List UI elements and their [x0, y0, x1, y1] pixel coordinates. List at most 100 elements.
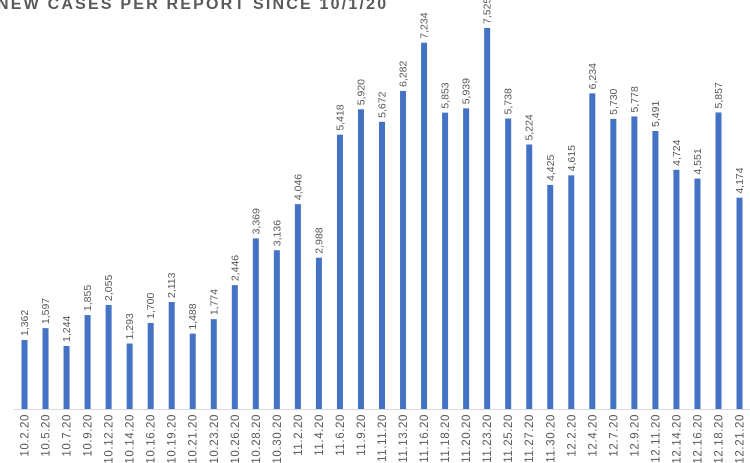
x-tick-label: 12.21.20 — [735, 414, 747, 463]
bar — [400, 90, 407, 409]
x-tick-label: 11.2.20 — [293, 414, 305, 456]
bar — [547, 184, 554, 409]
value-label: 1,774 — [208, 289, 220, 315]
x-tick-label: 12.9.20 — [629, 414, 641, 457]
x-tick-label: 11.13.20 — [398, 414, 410, 463]
bar — [84, 315, 91, 409]
value-label: 5,857 — [713, 82, 725, 108]
bar — [357, 109, 364, 409]
value-label: 4,425 — [545, 155, 557, 181]
x-tick-label: 10.21.20 — [188, 414, 200, 463]
bar — [589, 93, 596, 409]
value-label: 7,234 — [419, 12, 431, 38]
bar — [231, 285, 238, 409]
value-label: 2,988 — [313, 227, 325, 253]
value-label: 5,730 — [608, 88, 620, 114]
x-tick-label: 12.14.20 — [671, 414, 683, 463]
value-label: 6,234 — [587, 63, 599, 89]
x-tick-label: 11.20.20 — [461, 414, 473, 463]
x-tick-label: 11.25.20 — [503, 414, 515, 463]
bar — [715, 112, 722, 410]
x-tick-label: 12.4.20 — [587, 414, 599, 457]
x-tick-label: 11.4.20 — [314, 414, 326, 456]
x-tick-label: 10.16.20 — [146, 414, 158, 463]
value-label: 5,939 — [461, 78, 473, 104]
bar — [379, 121, 386, 409]
bar — [252, 238, 259, 409]
x-tick-label: 11.16.20 — [419, 414, 431, 463]
bar — [568, 175, 575, 409]
value-label: 1,244 — [61, 316, 73, 342]
x-tick-label: 10.14.20 — [125, 414, 137, 463]
value-label: 4,615 — [566, 145, 578, 171]
bar — [505, 118, 512, 410]
bar — [294, 204, 301, 409]
bar — [673, 169, 680, 409]
value-label: 5,920 — [355, 79, 367, 105]
value-label: 1,488 — [187, 303, 199, 329]
bar — [147, 322, 154, 409]
x-tick-label: 10.12.20 — [104, 414, 116, 463]
bar — [336, 134, 343, 409]
bar — [42, 328, 49, 409]
value-label: 5,672 — [377, 91, 389, 117]
value-label: 2,055 — [103, 275, 115, 301]
bar — [105, 304, 112, 409]
bar — [526, 144, 533, 410]
value-label: 7,525 — [482, 0, 494, 24]
value-label: 5,491 — [650, 101, 662, 127]
value-label: 6,282 — [398, 60, 410, 86]
x-tick-label: 10.2.20 — [20, 414, 32, 457]
bar — [421, 42, 428, 409]
bar — [315, 257, 322, 409]
x-tick-label: 10.23.20 — [209, 414, 221, 463]
x-tick-label: 11.9.20 — [356, 414, 368, 456]
x-tick-label: 10.5.20 — [41, 414, 53, 457]
x-tick-label: 12.2.20 — [566, 414, 578, 457]
x-tick-label: 11.11.20 — [377, 414, 389, 462]
bar — [273, 250, 280, 409]
value-label: 2,113 — [166, 272, 178, 298]
value-label: 4,724 — [671, 139, 683, 165]
bar — [168, 302, 175, 409]
value-label: 2,446 — [229, 255, 241, 281]
x-tick-label: 11.30.20 — [545, 414, 557, 463]
bar — [694, 178, 701, 409]
bar — [126, 343, 133, 409]
x-tick-label: 11.18.20 — [440, 414, 452, 463]
x-tick-label: 12.11.20 — [650, 414, 662, 463]
x-tick-label: 12.7.20 — [608, 414, 620, 457]
value-label: 3,136 — [271, 220, 283, 246]
value-label: 4,551 — [692, 148, 704, 174]
bar — [210, 319, 217, 409]
x-tick-label: 10.28.20 — [251, 414, 263, 463]
x-tick-label: 10.19.20 — [167, 414, 179, 463]
bar — [189, 333, 196, 409]
value-label: 1,362 — [19, 310, 31, 336]
value-label: 3,369 — [250, 208, 262, 234]
value-label: 5,738 — [503, 88, 515, 114]
x-tick-label: 12.16.20 — [692, 414, 704, 463]
bar — [21, 340, 28, 409]
value-label: 5,853 — [440, 82, 452, 108]
chart-title: NEW CASES PER REPORT SINCE 10/1/20 — [0, 0, 388, 13]
x-tick-label: 10.9.20 — [83, 414, 95, 457]
value-label: 1,700 — [145, 292, 157, 318]
x-tick-label: 11.23.20 — [482, 414, 494, 463]
value-label: 1,597 — [40, 298, 52, 324]
bar — [484, 28, 491, 409]
value-label: 1,855 — [82, 285, 94, 311]
value-label: 5,224 — [524, 114, 536, 140]
bar — [736, 197, 743, 409]
x-tick-label: 11.27.20 — [524, 414, 536, 463]
bar — [610, 118, 617, 409]
bar — [652, 130, 659, 409]
value-label: 4,046 — [292, 174, 304, 200]
x-tick-label: 10.7.20 — [62, 414, 74, 457]
bar — [463, 108, 470, 409]
bar — [442, 112, 449, 409]
value-label: 1,293 — [124, 313, 136, 339]
x-tick-label: 12.18.20 — [713, 414, 725, 463]
bar — [631, 116, 638, 409]
